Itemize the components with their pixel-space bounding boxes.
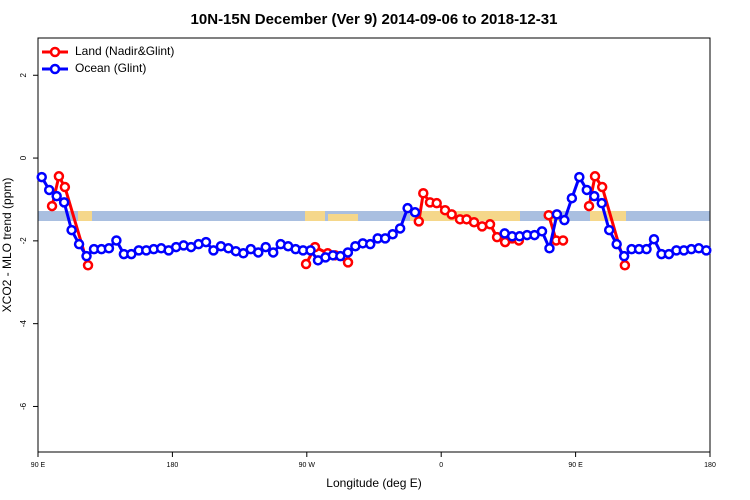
point xyxy=(387,228,398,240)
point xyxy=(413,216,425,227)
point xyxy=(46,200,58,212)
point xyxy=(81,250,92,262)
x-tick-label: 90 E xyxy=(568,462,583,469)
point xyxy=(365,238,376,250)
x-tick-label: 0 xyxy=(439,462,443,469)
legend-marker xyxy=(49,63,61,75)
point xyxy=(701,245,712,256)
y-tick-label: 0 xyxy=(19,155,28,160)
point xyxy=(260,241,271,253)
point xyxy=(66,224,77,236)
point xyxy=(468,216,480,228)
point xyxy=(543,209,554,221)
x-tick-label: 180 xyxy=(704,462,716,469)
point xyxy=(484,219,496,230)
point xyxy=(342,257,354,268)
point xyxy=(53,171,65,182)
point xyxy=(267,247,279,258)
point xyxy=(73,238,85,250)
point xyxy=(59,181,71,193)
y-axis-label: XCO2 - MLO trend (ppm) xyxy=(0,178,14,313)
point xyxy=(551,209,563,220)
point xyxy=(581,184,593,196)
legend-label: Land (Nadir&Glint) xyxy=(75,44,174,58)
point xyxy=(603,224,615,236)
y-tick-label: -2 xyxy=(19,237,28,245)
point xyxy=(82,260,94,271)
legend-label: Ocean (Glint) xyxy=(75,61,146,75)
point xyxy=(379,233,391,244)
point xyxy=(536,226,548,237)
x-tick-label: 90 W xyxy=(299,462,316,469)
point xyxy=(300,258,312,270)
point xyxy=(574,171,585,183)
point xyxy=(200,236,212,248)
point xyxy=(253,247,264,258)
point xyxy=(305,245,316,256)
y-tick-label: -6 xyxy=(19,402,28,410)
point xyxy=(342,247,354,258)
point xyxy=(566,192,578,204)
plot-frame xyxy=(37,37,711,453)
point xyxy=(544,243,555,254)
point xyxy=(641,243,652,255)
point xyxy=(58,197,70,208)
chart-title: 10N-15N December (Ver 9) 2014-09-06 to 2… xyxy=(191,11,558,28)
point xyxy=(409,207,421,218)
y-tick-label: 2 xyxy=(19,72,28,77)
point xyxy=(589,171,601,182)
point xyxy=(648,233,660,245)
point xyxy=(619,260,631,271)
latitude-band xyxy=(38,211,710,221)
x-tick-label: 90 E xyxy=(31,462,46,469)
point xyxy=(36,171,47,183)
point xyxy=(559,214,570,226)
point xyxy=(618,250,630,262)
point xyxy=(596,181,608,193)
point xyxy=(611,238,622,250)
point xyxy=(557,235,569,246)
legend-marker xyxy=(49,46,61,58)
point xyxy=(583,200,595,212)
point xyxy=(238,248,249,259)
point xyxy=(446,209,457,220)
point xyxy=(402,202,413,214)
point xyxy=(589,190,600,202)
point xyxy=(103,243,115,254)
x-axis-label: Longitude (deg E) xyxy=(326,476,421,490)
point xyxy=(418,188,429,199)
point xyxy=(394,223,406,234)
point xyxy=(111,235,122,246)
point xyxy=(431,197,442,209)
point xyxy=(208,245,219,256)
point xyxy=(43,184,55,196)
y-tick-label: -4 xyxy=(19,320,28,328)
point xyxy=(596,197,607,209)
x-tick-label: 180 xyxy=(167,462,179,469)
point xyxy=(51,190,62,202)
